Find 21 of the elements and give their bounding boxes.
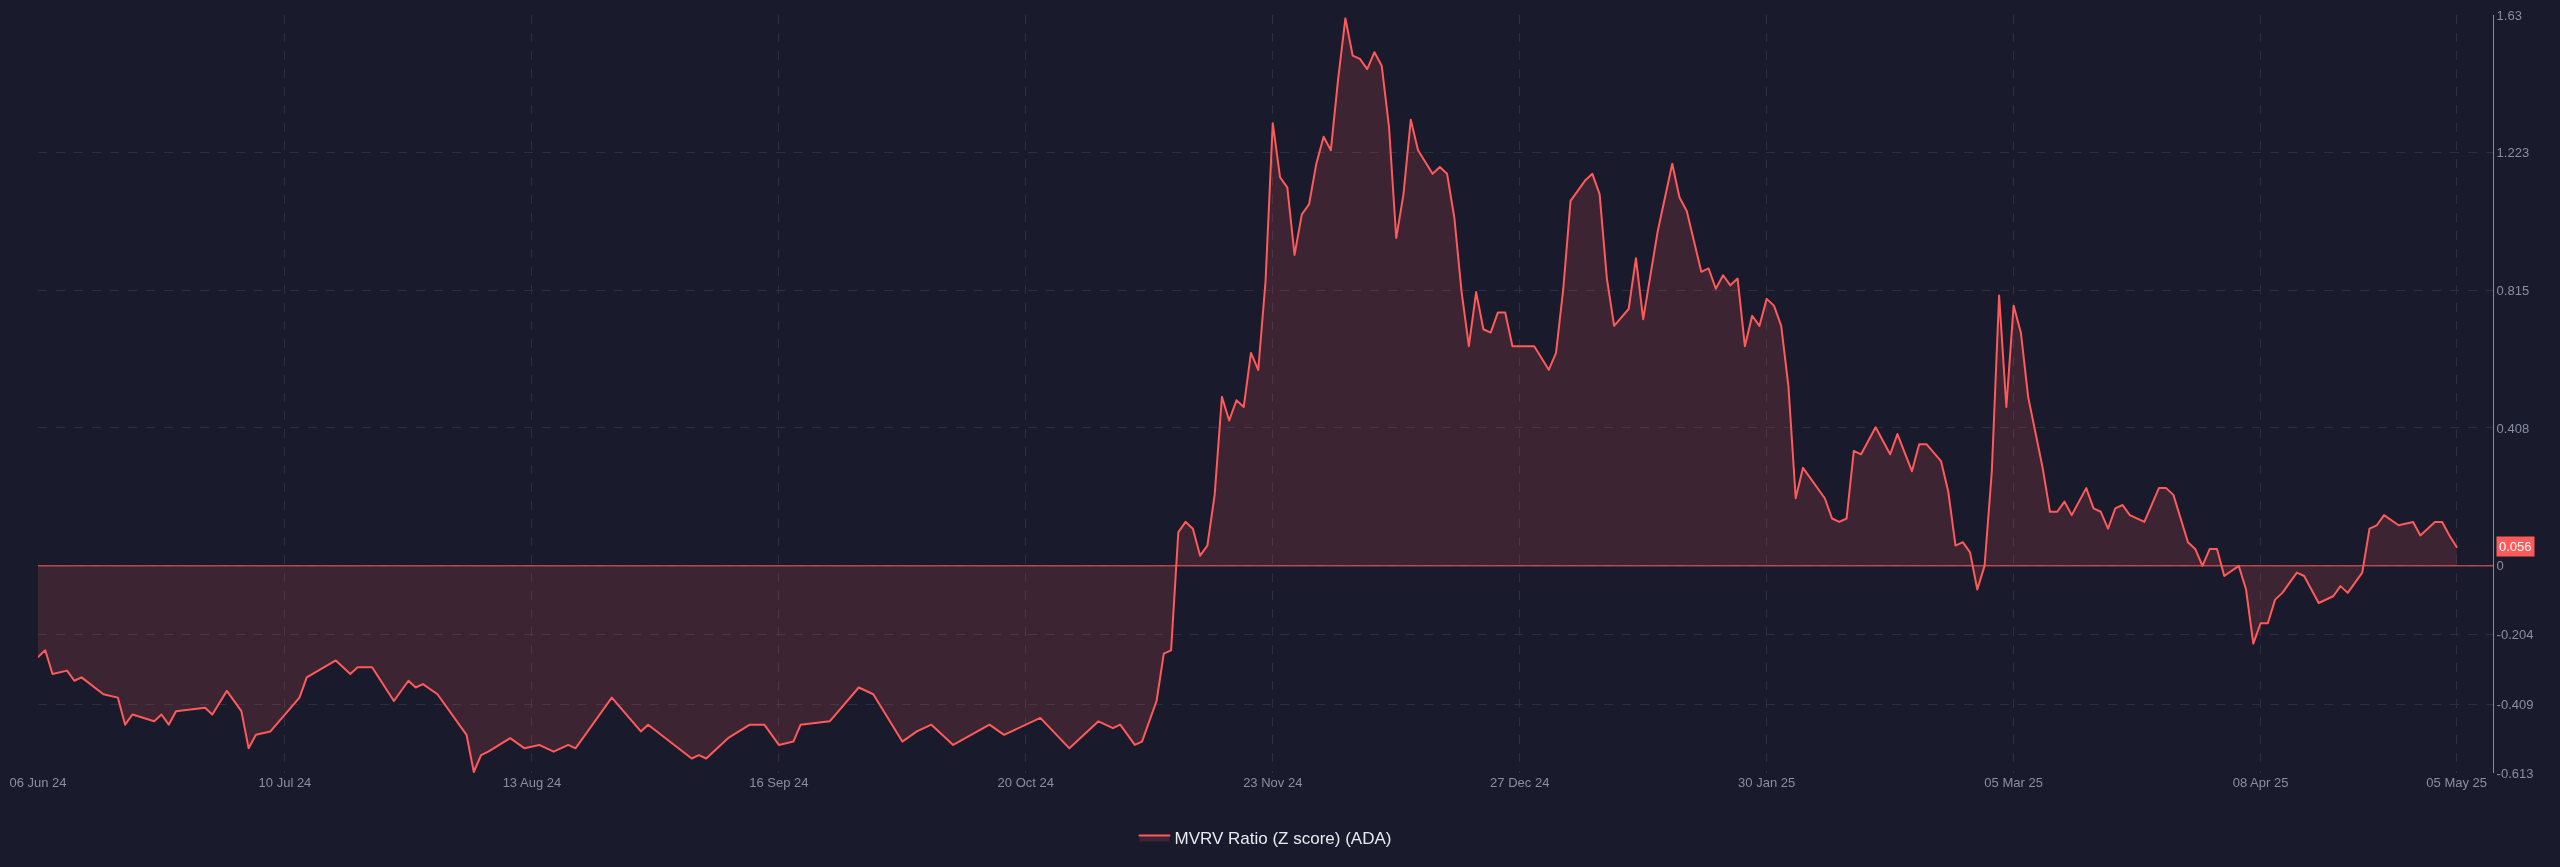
x-tick-label: 16 Sep 24 bbox=[749, 775, 809, 790]
y-tick-label: -0.409 bbox=[2496, 696, 2534, 712]
x-tick-label: 13 Aug 24 bbox=[502, 775, 562, 790]
y-tick-label: -0.204 bbox=[2496, 627, 2534, 643]
x-tick-label: 30 Jan 25 bbox=[1738, 775, 1796, 790]
x-tick-label: 23 Nov 24 bbox=[1243, 775, 1303, 790]
y-tick-label: 1.223 bbox=[2496, 145, 2530, 161]
x-tick-label: 05 Mar 25 bbox=[1984, 775, 2043, 790]
x-tick-label: 10 Jul 24 bbox=[258, 775, 312, 790]
text: 0.056 bbox=[2499, 539, 2532, 554]
y-tick-label: 0 bbox=[2496, 558, 2504, 574]
x-tick-label: 06 Jun 24 bbox=[9, 775, 67, 790]
x-tick-label: 27 Dec 24 bbox=[1490, 775, 1550, 790]
y-tick-label: 1.63 bbox=[2496, 7, 2522, 23]
legend-label: MVRV Ratio (Z score) (ADA) bbox=[1174, 829, 1392, 849]
x-tick-label: 20 Oct 24 bbox=[997, 775, 1054, 790]
x-tick-label: 08 Apr 25 bbox=[2232, 775, 2289, 790]
x-tick-label: 05 May 25 bbox=[2426, 775, 2488, 790]
y-tick-label: 0.408 bbox=[2496, 420, 2530, 436]
y-tick-label: 0.815 bbox=[2496, 282, 2530, 298]
y-tick-label: -0.613 bbox=[2496, 765, 2534, 781]
